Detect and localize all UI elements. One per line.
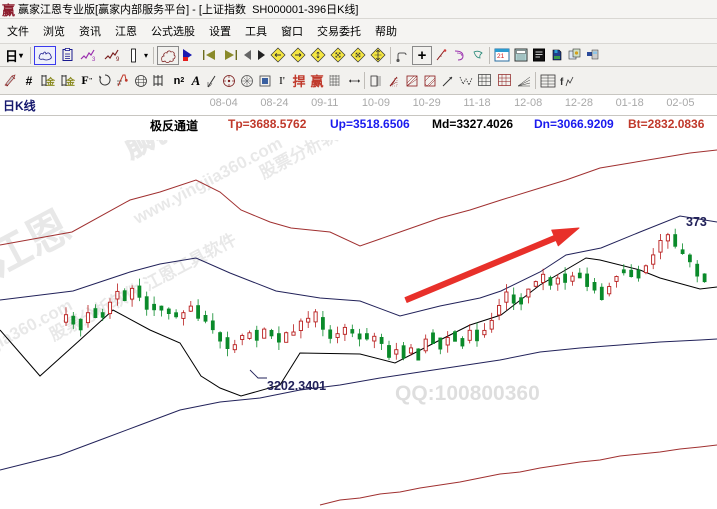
svg-text:3202.3401: 3202.3401 <box>267 379 326 393</box>
svg-text:3: 3 <box>92 57 96 62</box>
svg-text:金: 金 <box>45 76 56 87</box>
svg-text:373: 373 <box>686 215 707 229</box>
svg-text:21: 21 <box>497 53 505 60</box>
svg-text:金: 金 <box>65 76 76 87</box>
svg-text:f: f <box>560 77 564 88</box>
svg-text:9: 9 <box>116 57 120 62</box>
